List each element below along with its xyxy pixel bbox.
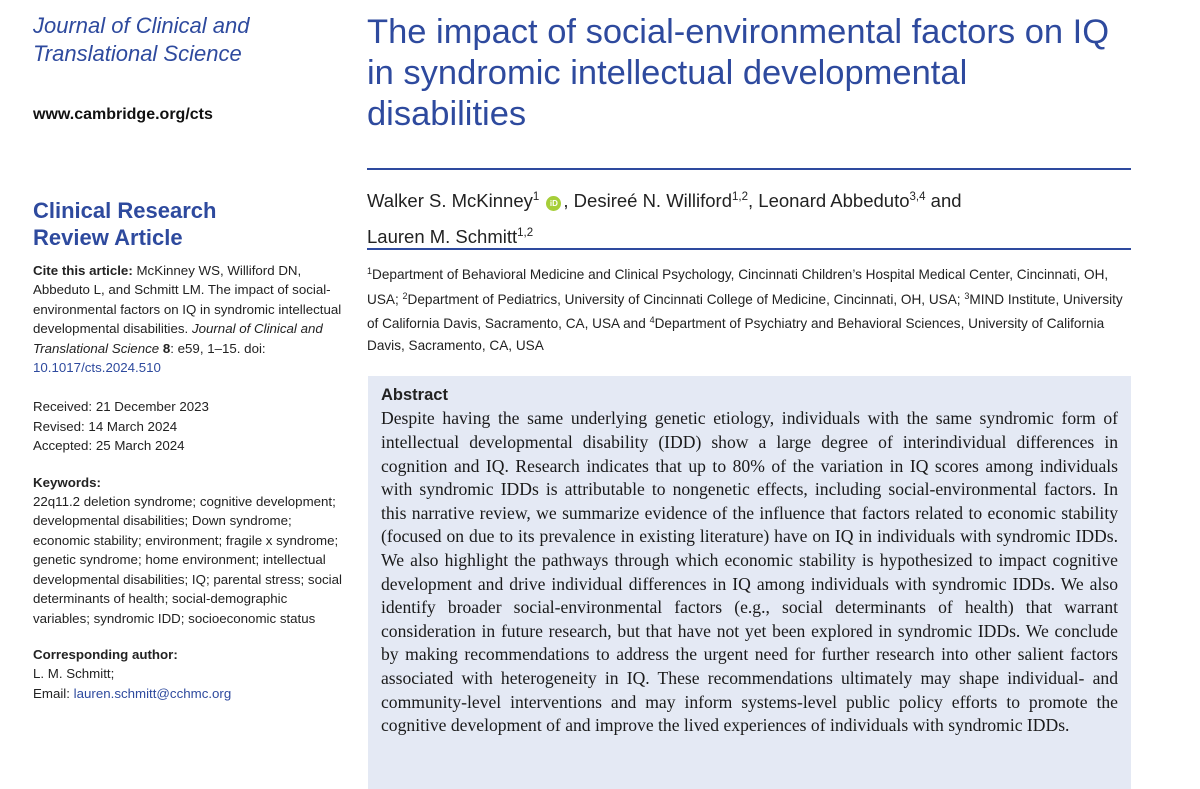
title-divider: [367, 168, 1131, 170]
orcid-icon[interactable]: iD: [546, 196, 562, 211]
author-4[interactable]: Lauren M. Schmitt: [367, 226, 518, 247]
left-sidebar: Journal of Clinical and Translational Sc…: [33, 12, 343, 729]
affiliations: 1Department of Behavioral Medicine and C…: [367, 261, 1131, 356]
author-3-sup: 3,4: [909, 191, 926, 203]
citation-label: Cite this article:: [33, 263, 133, 278]
citation-journal: Journal of Clinical and Translational Sc…: [33, 321, 323, 356]
affil-sup-3: 3: [964, 290, 970, 301]
authors-divider: [367, 248, 1131, 250]
citation-volume: 8: [162, 340, 171, 356]
authors-line: Walker S. McKinney1 iD, Desireé N. Willi…: [367, 170, 1131, 248]
journal-name: Journal of Clinical and Translational Sc…: [33, 12, 343, 68]
main-column: The impact of social-environmental facto…: [367, 12, 1131, 789]
doi-link[interactable]: 10.1017/cts.2024.510: [33, 360, 161, 376]
cutoff-line: [33, 721, 343, 729]
affil-sup-2: 2: [402, 290, 408, 301]
author-4-sup: 1,2: [517, 227, 534, 239]
email-link[interactable]: lauren.schmitt@cchmc.org: [73, 685, 232, 701]
author-and: and: [925, 190, 962, 211]
author-3[interactable]: , Leonard Abbeduto: [748, 190, 910, 211]
citation-pages: : e59, 1–15. doi:: [170, 340, 266, 356]
journal-url[interactable]: www.cambridge.org/cts: [33, 106, 213, 123]
article-type-line1: Clinical Research: [33, 198, 217, 223]
email-label: Email:: [33, 685, 70, 701]
keywords-text: 22q11.2 deletion syndrome; cognitive dev…: [33, 494, 342, 626]
article-type-line2: Review Article: [33, 225, 183, 250]
corresponding-email-row: Email: lauren.schmitt@cchmc.org: [33, 684, 343, 703]
affil-sup-1: 1: [367, 266, 373, 276]
affil-1: Department of Behavioral Medicine and Cl…: [367, 267, 1109, 307]
affil-sup-4: 4: [649, 315, 655, 326]
keywords-heading: Keywords:: [33, 474, 101, 490]
accepted-date: Accepted: 25 March 2024: [33, 438, 185, 454]
author-1-sup: 1: [532, 191, 540, 203]
corresponding-block: L. M. Schmitt; Email: lauren.schmitt@cch…: [33, 664, 343, 703]
affil-3: MIND Institute, University of California…: [367, 291, 1123, 332]
author-1[interactable]: Walker S. McKinney: [367, 190, 533, 211]
abstract-heading: Abstract: [381, 386, 448, 405]
author-2[interactable]: , Desireé N. Williford: [563, 190, 732, 211]
revised-date: Revised: 14 March 2024: [33, 418, 178, 434]
citation-block: Cite this article: McKinney WS, Willifor…: [33, 261, 343, 377]
journal-name-line1: Journal of Clinical and: [33, 13, 250, 38]
abstract-text: Despite having the same underlying genet…: [381, 408, 1118, 736]
received-date: Received: 21 December 2023: [33, 399, 209, 415]
abstract-box: Abstract Despite having the same underly…: [368, 376, 1131, 789]
affil-2: Department of Pediatrics, University of …: [407, 291, 965, 307]
journal-name-line2: Translational Science: [33, 41, 242, 66]
dates-block: Received: 21 December 2023 Revised: 14 M…: [33, 397, 343, 455]
corresponding-name: L. M. Schmitt;: [33, 666, 115, 682]
author-2-sup: 1,2: [732, 191, 748, 203]
affil-4: Department of Psychiatry and Behavioral …: [367, 316, 1105, 353]
citation-text: McKinney WS, Williford DN, Abbeduto L, a…: [33, 263, 342, 337]
corresponding-heading: Corresponding author:: [33, 646, 178, 662]
article-type: Clinical Research Review Article: [33, 197, 343, 251]
article-title: The impact of social-environmental facto…: [367, 13, 1110, 133]
